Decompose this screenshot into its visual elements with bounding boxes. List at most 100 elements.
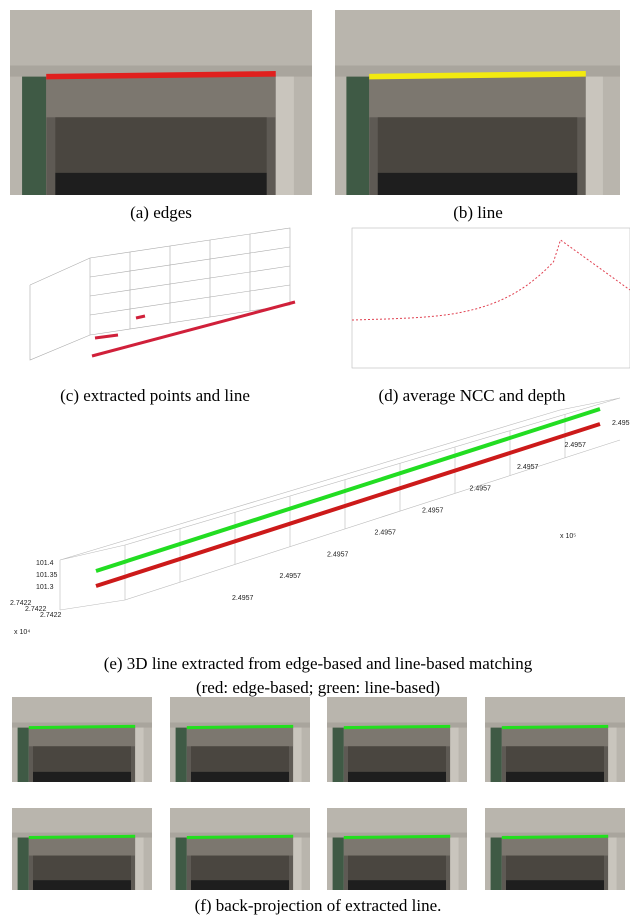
balcony-inner (33, 855, 131, 881)
pillar (293, 727, 302, 782)
caption-d: (d) average NCC and depth (379, 386, 566, 405)
y-tick-label: 2.7422 (10, 600, 32, 607)
wall-band (327, 722, 467, 728)
window (191, 771, 289, 782)
wall-band (12, 832, 152, 838)
line (186, 724, 294, 730)
z-tick-label: 101.3 (36, 584, 54, 591)
line (28, 834, 136, 840)
window (191, 880, 289, 890)
window (506, 880, 604, 890)
z-tick-label: 101.4 (36, 560, 54, 567)
x-tick-label: 2.4957 (565, 442, 587, 449)
wall-band (327, 832, 467, 838)
balcony-inner (55, 117, 267, 173)
window (506, 771, 604, 782)
grid-line (89, 265, 291, 297)
balcony-inner (191, 855, 289, 881)
plot-points (29, 227, 296, 361)
balcony-inner (348, 855, 446, 881)
balcony-ceiling (186, 727, 294, 747)
pillar (135, 837, 144, 890)
grid-line (89, 284, 291, 316)
line (343, 724, 451, 730)
x-tick-label: 2.4957 (280, 573, 302, 580)
tile-column (490, 727, 502, 782)
red-line (95, 422, 601, 588)
y-tick-label: 2.7422 (40, 612, 62, 619)
tile-column (346, 76, 370, 195)
x-tick-label: 2.4957 (517, 464, 539, 471)
tile-column (175, 727, 187, 782)
wall-band (170, 832, 310, 838)
tile-column (22, 76, 47, 195)
wall-band (10, 65, 312, 77)
wall-band (485, 832, 625, 838)
points-cluster (94, 333, 119, 340)
window (55, 172, 267, 195)
x-tick-label: 2.4957 (232, 595, 254, 602)
tile-column (175, 837, 187, 890)
window (377, 172, 578, 195)
tile-column (17, 727, 29, 782)
pillar (135, 727, 144, 782)
balcony-inner (191, 746, 289, 772)
wall-band (485, 722, 625, 728)
line (46, 71, 276, 80)
box (29, 227, 291, 361)
line (28, 724, 136, 730)
plot-3d: 101.4101.35101.32.74222.74222.74222.4957… (10, 397, 630, 636)
caption-e1: (e) 3D line extracted from edge-based an… (104, 654, 533, 673)
balcony-ceiling (28, 837, 136, 856)
z-tick-label: 101.35 (36, 572, 58, 579)
x-tick-label: 2.4957 (470, 486, 492, 493)
tile-column (332, 837, 344, 890)
balcony-ceiling (501, 837, 609, 856)
balcony-inner (377, 117, 578, 173)
window (33, 880, 131, 890)
caption-b: (b) line (453, 203, 503, 222)
wall-band (12, 722, 152, 728)
line (369, 71, 586, 80)
balcony-ceiling (369, 76, 586, 118)
points-cluster (135, 314, 146, 320)
tile-column (332, 727, 344, 782)
caption-c: (c) extracted points and line (60, 386, 250, 405)
x-tick-label: 2.4957 (612, 420, 630, 427)
caption-e2: (red: edge-based; green: line-based) (196, 678, 440, 697)
plot-ncc (351, 227, 630, 369)
balcony-ceiling (501, 727, 609, 747)
pillar (450, 727, 459, 782)
thumbnails (12, 697, 625, 890)
balcony-ceiling (343, 727, 451, 747)
x-tick-label: 2.4957 (375, 529, 397, 536)
balcony-ceiling (186, 837, 294, 856)
caption-a: (a) edges (130, 203, 192, 222)
window (33, 771, 131, 782)
x-tick-label: 2.4957 (327, 551, 349, 558)
grid-line (89, 246, 291, 278)
balcony-inner (506, 855, 604, 881)
box-top (59, 397, 621, 561)
x-tick-label: 2.4957 (422, 508, 444, 515)
tile-column (17, 837, 29, 890)
wall-band (170, 722, 310, 728)
pillar (585, 76, 603, 195)
window (348, 880, 446, 890)
tile-column (490, 837, 502, 890)
photos (10, 10, 620, 195)
line (501, 724, 609, 730)
balcony-inner (348, 746, 446, 772)
y-exponent: x 10⁴ (14, 629, 30, 636)
pillar (608, 727, 617, 782)
x-exponent: x 10⁵ (560, 533, 576, 540)
window (348, 771, 446, 782)
points-line (91, 300, 296, 358)
balcony-inner (506, 746, 604, 772)
balcony-ceiling (343, 837, 451, 856)
pillar (450, 837, 459, 890)
pillar (608, 837, 617, 890)
line (186, 834, 294, 840)
